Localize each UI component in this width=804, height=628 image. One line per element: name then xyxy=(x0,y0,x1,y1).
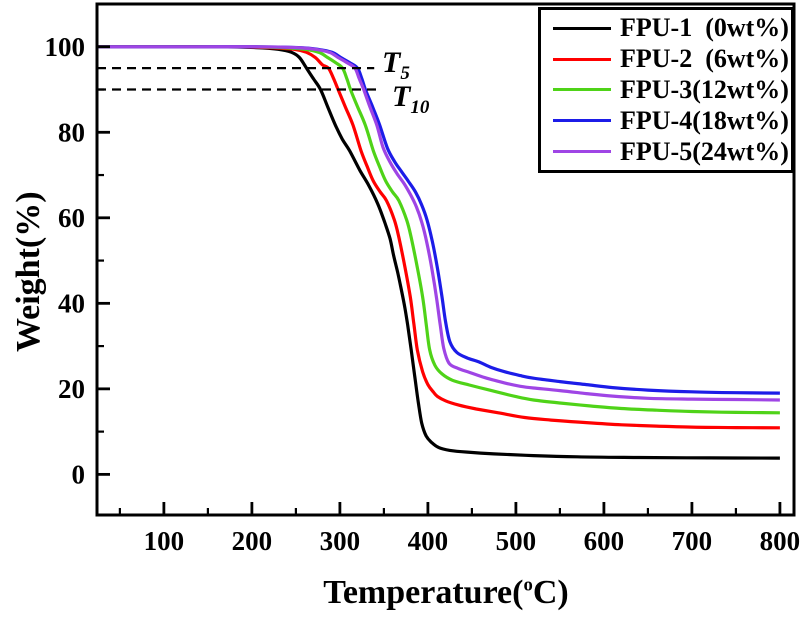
x-axis-title-text: Temperature( xyxy=(323,574,524,611)
legend-label: FPU-4(18wt%) xyxy=(620,105,789,135)
y-tick-label: 100 xyxy=(45,32,86,62)
y-tick-label: 60 xyxy=(58,203,85,233)
y-tick-label: 40 xyxy=(58,288,85,318)
x-axis-title: Temperature(oC) xyxy=(96,574,796,612)
legend-line-sample xyxy=(553,88,611,92)
legend-line-sample xyxy=(553,57,611,61)
legend-line-sample xyxy=(553,26,611,30)
legend-label: FPU-2 (6wt%) xyxy=(620,44,789,74)
series-line-fpu-1 xyxy=(97,45,780,460)
legend-item-fpu-1: FPU-1 (0wt%) xyxy=(545,13,789,43)
t5-subscript: 5 xyxy=(400,63,410,84)
legend-label: FPU-1 (0wt%) xyxy=(620,13,789,43)
t10-symbol: T xyxy=(392,80,411,113)
x-tick-label: 800 xyxy=(760,526,801,556)
series-line-fpu-2 xyxy=(97,45,780,430)
x-tick-label: 600 xyxy=(584,526,625,556)
t5-annotation-label: T5 xyxy=(382,46,410,84)
legend-label: FPU-5(24wt%) xyxy=(620,136,789,166)
degree-superscript: o xyxy=(523,574,533,596)
t5-symbol: T xyxy=(382,46,401,79)
x-tick-label: 700 xyxy=(672,526,713,556)
x-tick-label: 400 xyxy=(408,526,449,556)
legend-item-fpu-4: FPU-4(18wt%) xyxy=(545,105,789,136)
series-line-fpu-5 xyxy=(97,45,780,402)
y-tick-label: 0 xyxy=(72,459,86,489)
y-tick-label: 80 xyxy=(58,117,85,147)
y-tick-label: 20 xyxy=(58,374,85,404)
t10-subscript: 10 xyxy=(410,97,430,118)
y-axis-title: Weight(%) xyxy=(10,191,47,352)
legend-item-fpu-2: FPU-2 (6wt%) xyxy=(545,44,789,74)
legend-box: FPU-1 (0wt%) FPU-2 (6wt%) FPU-3(12wt%) FPU-… xyxy=(538,7,794,173)
x-tick-label: 300 xyxy=(320,526,361,556)
x-tick-label: 100 xyxy=(144,526,185,556)
x-tick-label: 200 xyxy=(232,526,273,556)
t10-annotation-label: T10 xyxy=(392,80,430,118)
legend-line-sample xyxy=(553,119,611,123)
legend-item-fpu-5: FPU-5(24wt%) xyxy=(545,136,789,167)
x-tick-label: 500 xyxy=(496,526,537,556)
legend-item-fpu-3: FPU-3(12wt%) xyxy=(545,74,789,105)
legend-label: FPU-3(12wt%) xyxy=(620,74,789,104)
x-axis-title-suffix: C) xyxy=(532,574,569,611)
legend-line-sample xyxy=(553,150,611,154)
series-line-fpu-3 xyxy=(97,45,780,415)
